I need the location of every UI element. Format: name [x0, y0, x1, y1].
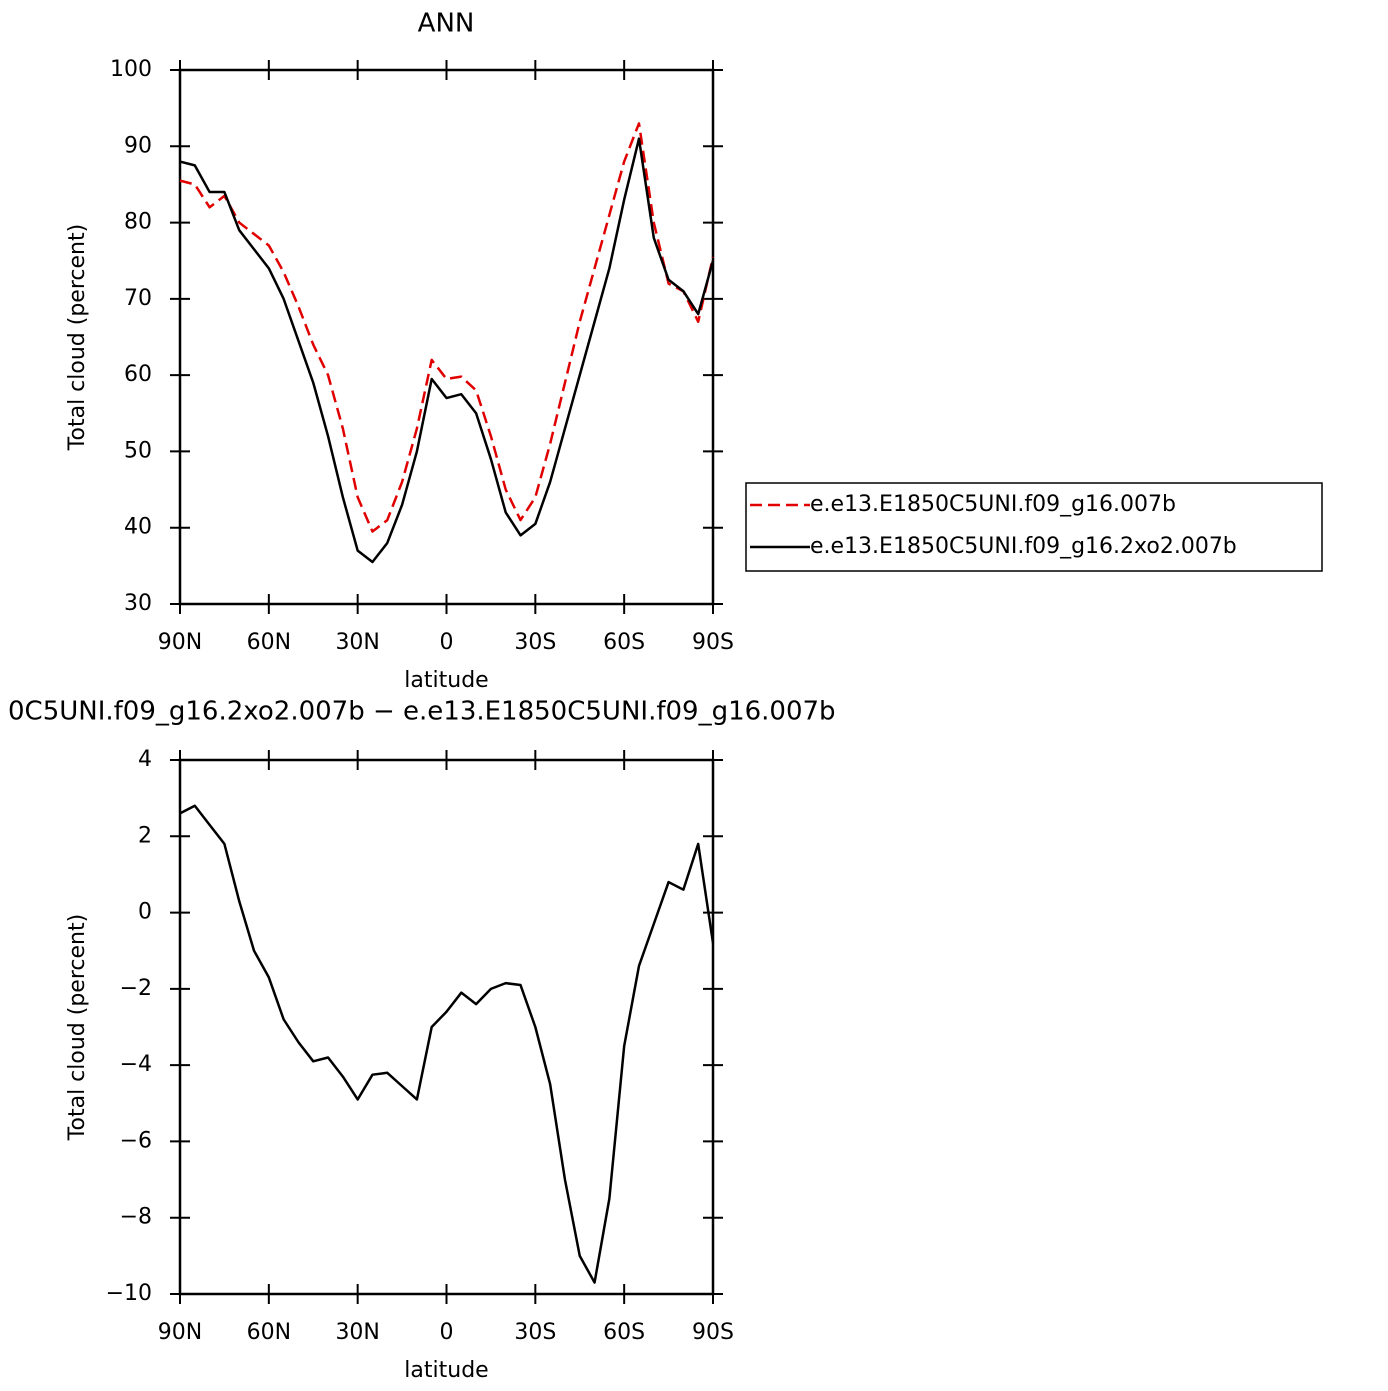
x-tick-label: 30N: [335, 1320, 379, 1345]
data-line: [179, 804, 715, 1284]
x-tick-label: 90N: [158, 630, 202, 655]
y-tick-label: 50: [124, 438, 152, 463]
y-tick-label: 100: [110, 57, 152, 82]
x-tick-label: 90S: [692, 1320, 734, 1345]
x-tick-label: 0: [440, 1320, 454, 1345]
x-tick-label: 60N: [247, 1320, 291, 1345]
data-line: [179, 137, 715, 564]
x-tick-label: 30N: [335, 630, 379, 655]
data-line: [179, 122, 715, 533]
y-tick-label: −8: [120, 1205, 152, 1230]
y-axis-label: Total cloud (percent): [65, 914, 90, 1141]
legend-label: e.e13.E1850C5UNI.f09_g16.007b: [810, 492, 1176, 517]
plot-frame: [178, 68, 715, 606]
legend-box: [745, 482, 1323, 572]
y-tick-label: 30: [124, 591, 152, 616]
y-tick-label: 60: [124, 362, 152, 387]
legend-label: e.e13.E1850C5UNI.f09_g16.2xo2.007b: [810, 534, 1237, 559]
y-tick-label: 0: [138, 900, 152, 925]
y-tick-label: 2: [138, 823, 152, 848]
y-tick-label: 4: [138, 747, 152, 772]
x-tick-label: 60S: [603, 630, 645, 655]
x-tick-label: 30S: [514, 1320, 556, 1345]
chart-title: 0C5UNI.f09_g16.2xo2.007b − e.e13.E1850C5…: [8, 697, 836, 727]
y-tick-label: 90: [124, 133, 152, 158]
x-tick-label: 60N: [247, 630, 291, 655]
x-tick-label: 60S: [603, 1320, 645, 1345]
y-tick-label: 70: [124, 286, 152, 311]
y-tick-label: −2: [120, 976, 152, 1001]
y-tick-label: −4: [120, 1052, 152, 1077]
y-axis-label: Total cloud (percent): [65, 224, 90, 451]
y-tick-label: −10: [106, 1281, 152, 1306]
plot-frame: [178, 758, 715, 1296]
x-axis-label: latitude: [404, 668, 488, 693]
x-axis-label: latitude: [404, 1358, 488, 1383]
x-tick-label: 90N: [158, 1320, 202, 1345]
chart-title: ANN: [418, 9, 475, 39]
y-tick-label: −6: [120, 1128, 152, 1153]
x-tick-label: 90S: [692, 630, 734, 655]
x-tick-label: 0: [440, 630, 454, 655]
y-tick-label: 80: [124, 210, 152, 235]
x-tick-label: 30S: [514, 630, 556, 655]
y-tick-label: 40: [124, 515, 152, 540]
